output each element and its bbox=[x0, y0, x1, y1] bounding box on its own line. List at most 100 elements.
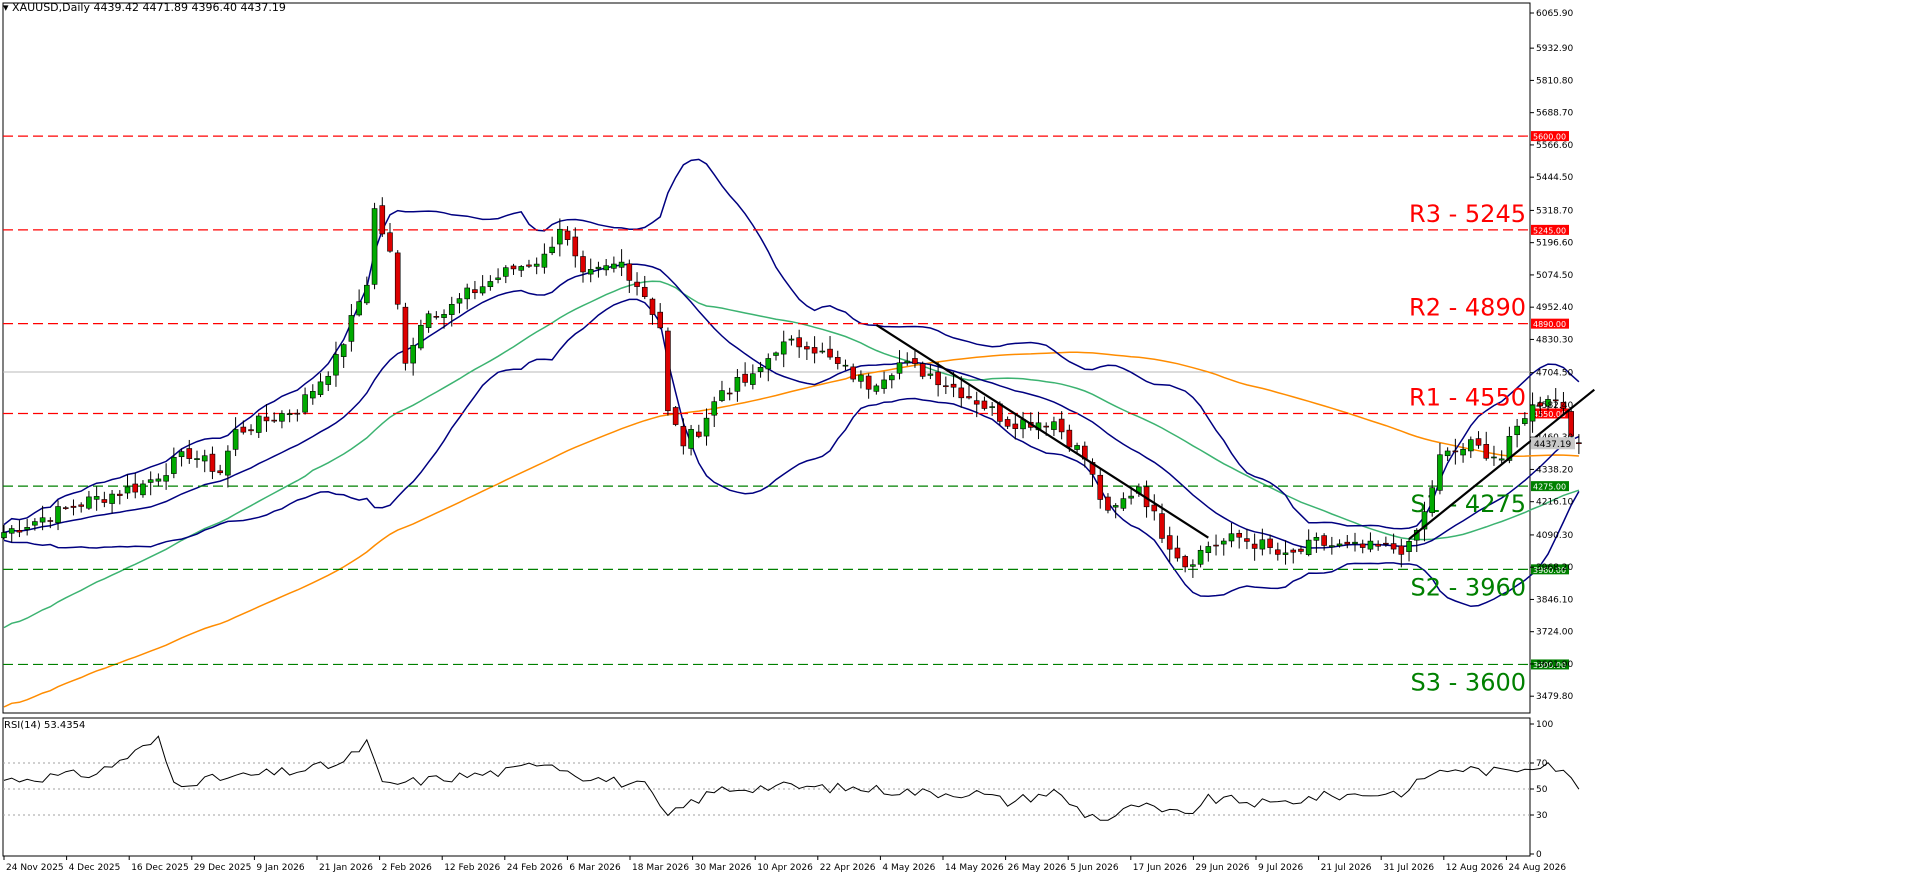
candle-body bbox=[387, 232, 393, 252]
candle bbox=[1398, 538, 1405, 568]
candle bbox=[1352, 532, 1358, 552]
candle bbox=[255, 414, 262, 439]
candle-body bbox=[240, 426, 247, 433]
symbol-header: ▾ XAUUSD,Daily 4439.42 4471.89 4396.40 4… bbox=[3, 1, 286, 14]
candle-body bbox=[1537, 402, 1544, 407]
candle bbox=[356, 289, 362, 317]
candle bbox=[333, 341, 339, 387]
candle-body bbox=[1552, 399, 1559, 402]
candle-body bbox=[541, 253, 548, 268]
candle bbox=[410, 337, 416, 376]
candle bbox=[418, 319, 424, 351]
moving-average-green bbox=[3, 280, 1580, 629]
candle-body bbox=[618, 261, 625, 268]
candle-body bbox=[1359, 543, 1366, 548]
candle-body bbox=[1190, 564, 1196, 567]
candle-body bbox=[1437, 454, 1443, 491]
candle-body bbox=[47, 520, 54, 522]
candle-body bbox=[1483, 444, 1490, 459]
candle bbox=[1251, 533, 1258, 561]
candle bbox=[302, 387, 308, 415]
candle bbox=[1213, 534, 1219, 556]
candle bbox=[309, 384, 316, 405]
candle-body bbox=[348, 315, 355, 342]
level-tag-text: 5600.00 bbox=[1533, 133, 1566, 142]
candle bbox=[858, 370, 864, 389]
price-tick-label: 5688.70 bbox=[1536, 109, 1573, 119]
candle-body bbox=[425, 313, 432, 328]
date-tick-label: 24 Aug 2026 bbox=[1508, 863, 1566, 873]
candle bbox=[1390, 533, 1397, 554]
candle-body bbox=[711, 401, 718, 416]
candle-body bbox=[943, 385, 949, 388]
candle bbox=[719, 380, 725, 403]
date-tick-label: 6 Mar 2026 bbox=[569, 863, 621, 873]
candle-body bbox=[371, 208, 378, 285]
level-label: R3 - 5245 bbox=[1409, 200, 1526, 228]
price-tick-label: 5810.80 bbox=[1536, 76, 1573, 86]
candle-body bbox=[101, 499, 108, 503]
candle-body bbox=[587, 269, 594, 275]
candle-body bbox=[1367, 540, 1374, 550]
candle-body bbox=[912, 358, 918, 364]
candle-body bbox=[147, 479, 154, 483]
candle bbox=[1259, 528, 1266, 556]
candle-body bbox=[973, 400, 980, 405]
level-tag-box bbox=[1531, 659, 1569, 670]
price-tick-label: 4830.30 bbox=[1536, 335, 1573, 345]
candle bbox=[1313, 532, 1320, 553]
candle bbox=[919, 361, 926, 380]
candle bbox=[1236, 529, 1242, 549]
date-tick-label: 10 Apr 2026 bbox=[757, 863, 813, 873]
moving-average-orange bbox=[3, 351, 1579, 708]
candle-body bbox=[1522, 418, 1528, 424]
candle-body bbox=[557, 228, 563, 245]
candle bbox=[1383, 536, 1389, 547]
level-tag-box bbox=[1531, 408, 1569, 419]
candle-body bbox=[1004, 419, 1011, 427]
candle-body bbox=[402, 306, 409, 364]
candle-body bbox=[1398, 545, 1405, 555]
candle-body bbox=[634, 281, 640, 287]
candle bbox=[263, 404, 270, 432]
price-tick-label: 3846.10 bbox=[1536, 595, 1573, 605]
collapse-triangle-icon[interactable]: ▾ bbox=[3, 1, 9, 14]
candle bbox=[688, 424, 694, 456]
candle-body bbox=[309, 391, 316, 399]
candle-body bbox=[1344, 541, 1351, 545]
level-price-tag: 4550.00 bbox=[1531, 408, 1569, 419]
candlestick-series bbox=[1, 197, 1582, 578]
level-price-tag: 3600.00 bbox=[1531, 659, 1569, 670]
level-tag-box bbox=[1531, 564, 1569, 575]
candle-body bbox=[927, 373, 934, 376]
candle-body bbox=[572, 236, 579, 257]
candle-body bbox=[433, 316, 440, 318]
candle-body bbox=[688, 429, 694, 449]
candle-body bbox=[1097, 474, 1104, 500]
candle bbox=[286, 409, 293, 423]
date-tick-label: 24 Nov 2025 bbox=[6, 863, 64, 873]
candle-body bbox=[1321, 535, 1327, 546]
candle bbox=[1537, 396, 1544, 417]
candle-body bbox=[186, 448, 193, 459]
candle bbox=[757, 361, 764, 378]
candle-body bbox=[649, 298, 656, 315]
candle bbox=[155, 473, 162, 487]
candle-body bbox=[502, 267, 509, 277]
candle-body bbox=[1352, 541, 1358, 545]
candle bbox=[804, 341, 810, 361]
level-price-tag: 5600.00 bbox=[1531, 131, 1569, 142]
candle bbox=[24, 518, 30, 536]
candle bbox=[271, 412, 278, 423]
candle bbox=[394, 250, 401, 310]
date-tick-label: 17 Jun 2026 bbox=[1133, 863, 1187, 873]
candle-body bbox=[1159, 513, 1165, 539]
support-resistance-levels: 5245.00 R3 - 5245 4890.00 R2 - 4890 4550.00 R… bbox=[3, 131, 1569, 696]
price-tick-label: 4216.10 bbox=[1536, 498, 1573, 508]
bollinger-bands bbox=[3, 158, 1580, 608]
candle-body bbox=[333, 354, 339, 376]
candle bbox=[194, 450, 200, 468]
candle-body bbox=[225, 450, 231, 476]
candle bbox=[1290, 548, 1297, 564]
candle-body bbox=[780, 341, 787, 355]
